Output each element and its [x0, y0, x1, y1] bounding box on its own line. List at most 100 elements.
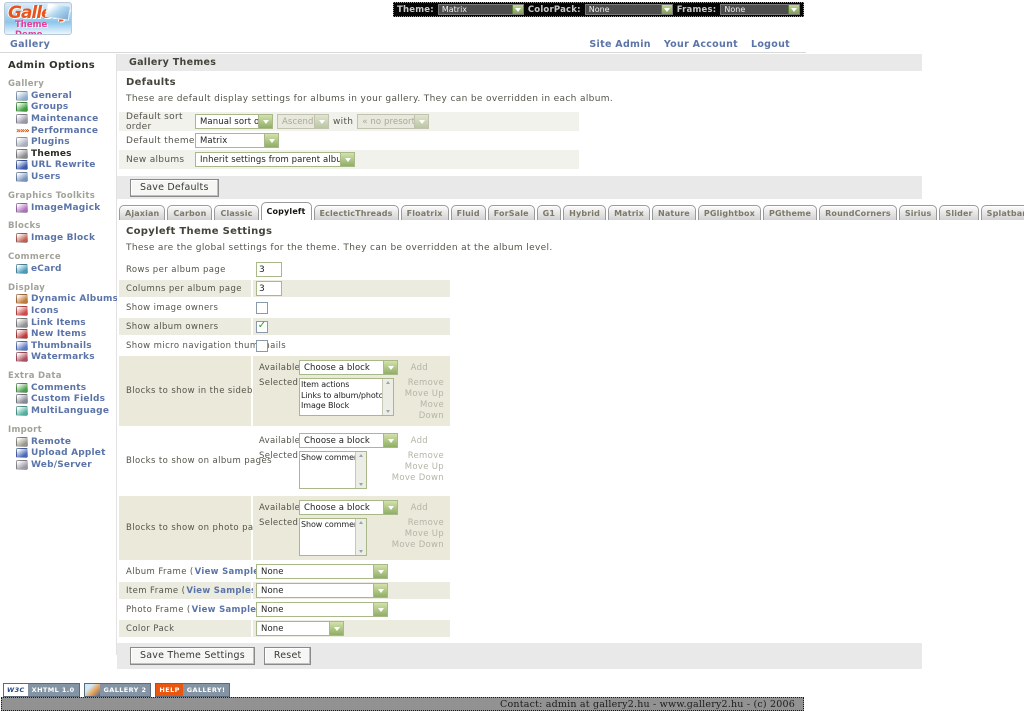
chevron-down-icon[interactable] [373, 584, 387, 597]
rows-per-page-input[interactable] [256, 262, 282, 277]
tab-copyleft[interactable]: Copyleft [260, 202, 312, 220]
breadcrumb[interactable]: Gallery [10, 38, 51, 50]
tab-slider[interactable]: Slider [939, 205, 979, 220]
theme-select[interactable]: Matrix [437, 4, 524, 15]
item-frame-select[interactable]: None [256, 583, 388, 598]
chevron-down-icon[interactable] [383, 361, 397, 374]
tab-hybrid[interactable]: Hybrid [563, 205, 607, 220]
help-gallery-badge[interactable]: HELP GALLERY! [155, 683, 231, 697]
listbox-scrollbar[interactable] [355, 452, 366, 488]
xhtml-badge[interactable]: W3C XHTML 1.0 [3, 683, 80, 697]
tab-g1[interactable]: G1 [536, 205, 562, 220]
remove-action[interactable]: Remove [407, 518, 444, 528]
tab-floatrix[interactable]: Floatrix [400, 205, 449, 220]
listbox-option[interactable]: Show comments [301, 453, 367, 462]
user-link-logout[interactable]: Logout [750, 38, 790, 50]
sidebar-item-image-block[interactable]: Image Block [16, 232, 116, 244]
user-link-site-admin[interactable]: Site Admin [589, 38, 651, 50]
sidebar-item-general[interactable]: General [16, 90, 116, 102]
remove-action[interactable]: Remove [407, 378, 444, 388]
new-albums-select[interactable]: Inherit settings from parent album [195, 152, 355, 167]
listbox-option[interactable]: Show comments [301, 520, 367, 529]
listbox-scrollbar[interactable] [355, 519, 366, 555]
chevron-down-icon[interactable] [329, 622, 343, 635]
chevron-down-icon[interactable] [340, 153, 354, 166]
chevron-down-icon[interactable] [511, 5, 523, 14]
sidebar-item-maintenance[interactable]: Maintenance [16, 113, 116, 125]
sidebar-item-remote[interactable]: Remote [16, 436, 116, 448]
tab-matrix[interactable]: Matrix [608, 205, 650, 220]
sidebar-item-ecard[interactable]: eCard [16, 263, 116, 275]
move-up-action[interactable]: Move Up [404, 462, 444, 472]
item-frame-view-samples-link[interactable]: View Samples [186, 585, 257, 596]
tab-fluid[interactable]: Fluid [450, 205, 486, 220]
sidebar-item-link-items[interactable]: Link Items [16, 317, 116, 329]
sidebar-item-imagemagick[interactable]: ImageMagick [16, 202, 116, 214]
user-link-your-account[interactable]: Your Account [663, 38, 738, 50]
listbox-option[interactable]: Item actions [301, 380, 350, 389]
save-defaults-button[interactable]: Save Defaults [130, 178, 219, 197]
tab-pglightbox[interactable]: PGlightbox [697, 205, 761, 220]
chevron-down-icon[interactable] [373, 565, 387, 578]
gallery2-badge[interactable]: GALLERY 2 [83, 683, 152, 697]
move-down-action[interactable]: Move Down [391, 473, 444, 483]
move-up-action[interactable]: Move Up [404, 529, 444, 539]
chevron-down-icon[interactable] [383, 434, 397, 447]
sidebar-item-thumbnails[interactable]: Thumbnails [16, 340, 116, 352]
sidebar-item-multilanguage[interactable]: MultiLanguage [16, 405, 116, 417]
gallery-logo[interactable]: Gallery Theme Demo [4, 2, 72, 35]
move-up-action[interactable]: Move Up [404, 389, 444, 399]
color-pack-select[interactable]: None [256, 621, 344, 636]
tab-ajaxian[interactable]: Ajaxian [119, 205, 166, 220]
photo-frame-view-samples-link[interactable]: View Samples [191, 604, 262, 615]
sidebar-item-custom-fields[interactable]: Custom Fields [16, 394, 116, 406]
listbox-option[interactable]: Image Block [301, 401, 350, 410]
tab-classic[interactable]: Classic [214, 205, 259, 220]
add-action[interactable]: Add [410, 435, 428, 446]
tab-carbon[interactable]: Carbon [167, 205, 213, 220]
tab-splatbang[interactable]: Splatbang [980, 205, 1024, 220]
album-frame-view-samples-link[interactable]: View Samples [194, 566, 265, 577]
album-frame-select[interactable]: None [256, 564, 388, 579]
tab-pgtheme[interactable]: PGtheme [762, 205, 818, 220]
chevron-down-icon[interactable] [660, 5, 672, 14]
sidebar-item-icons[interactable]: Icons [16, 305, 116, 317]
tab-nature[interactable]: Nature [652, 205, 696, 220]
chevron-down-icon[interactable] [264, 134, 278, 147]
chevron-down-icon[interactable] [373, 603, 387, 616]
photo-frame-select[interactable]: None [256, 602, 388, 617]
sidebar-item-groups[interactable]: Groups [16, 102, 116, 114]
sidebar-item-watermarks[interactable]: Watermarks [16, 352, 116, 364]
sidebar-item-themes[interactable]: Themes [16, 148, 116, 160]
add-action[interactable]: Add [410, 362, 428, 373]
photo-page-blocks-selected-listbox[interactable]: Show comments [299, 518, 367, 556]
tab-sirius[interactable]: Sirius [898, 205, 938, 220]
listbox-option[interactable]: Links to album/photo peers [301, 390, 393, 400]
columns-per-page-input[interactable] [256, 281, 282, 296]
frames-select[interactable]: None [720, 4, 800, 15]
album-page-blocks-selected-listbox[interactable]: Show comments [299, 451, 367, 489]
album-page-blocks-available-select[interactable]: Choose a block [299, 433, 398, 448]
default-sort-order-select[interactable]: Manual sort order [195, 114, 273, 129]
sidebar-item-upload-applet[interactable]: Upload Applet [16, 447, 116, 459]
show-image-owners-checkbox[interactable] [256, 301, 268, 314]
sidebar-item-comments[interactable]: Comments [16, 382, 116, 394]
listbox-scrollbar[interactable] [382, 379, 394, 415]
save-theme-settings-button[interactable]: Save Theme Settings [130, 647, 255, 665]
tab-roundcorners[interactable]: RoundCorners [819, 205, 897, 220]
add-action[interactable]: Add [410, 502, 428, 513]
tab-forsale[interactable]: ForSale [487, 205, 535, 220]
sidebar-item-new-items[interactable]: New Items [16, 328, 116, 340]
reset-button[interactable]: Reset [263, 647, 312, 665]
colorpack-select[interactable]: None [584, 4, 673, 15]
sidebar-item-web-server[interactable]: Web/Server [16, 459, 116, 471]
chevron-down-icon[interactable] [788, 5, 799, 14]
chevron-down-icon[interactable] [258, 115, 272, 128]
sidebar-item-users[interactable]: Users [16, 171, 116, 183]
move-down-action[interactable]: Move Down [418, 400, 444, 421]
sidebar-item-performance[interactable]: »»» Performance [16, 125, 116, 137]
sidebar-blocks-available-select[interactable]: Choose a block [299, 360, 398, 375]
show-album-owners-checkbox[interactable] [256, 320, 268, 333]
chevron-down-icon[interactable] [383, 501, 397, 514]
